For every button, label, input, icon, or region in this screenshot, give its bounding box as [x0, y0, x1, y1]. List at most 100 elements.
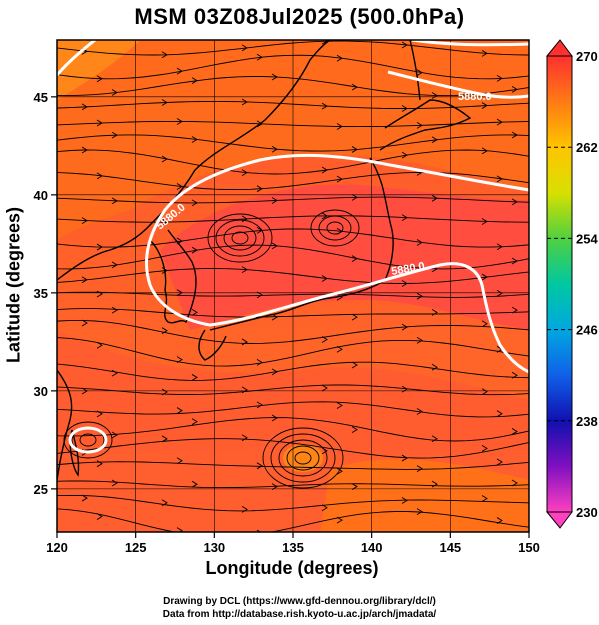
- streamline-arrow: [416, 69, 423, 77]
- contour-label: 5880.0: [390, 260, 425, 278]
- streamline-arrow: [416, 465, 423, 473]
- streamline-arrow: [336, 402, 343, 409]
- streamline-arrow: [416, 121, 423, 129]
- streamline-arrow: [271, 145, 278, 153]
- streamline-arrow: [191, 480, 198, 488]
- streamline: [57, 319, 529, 344]
- streamline-arrow: [176, 527, 183, 532]
- streamline-arrow: [351, 83, 358, 91]
- eddy-streamline: [318, 215, 352, 241]
- streamline-arrow: [111, 369, 118, 377]
- streamline-arrow: [321, 336, 328, 343]
- streamline-arrow: [111, 431, 118, 439]
- streamline-arrow: [256, 291, 263, 299]
- contour-label: 5880.0: [458, 91, 492, 103]
- streamline-arrow: [241, 434, 248, 442]
- streamline-arrow: [161, 99, 168, 106]
- contour-5880-nw-corner: [57, 40, 96, 76]
- streamline-arrow: [81, 387, 88, 395]
- streamline-arrow: [431, 92, 438, 99]
- streamline-arrow: [96, 341, 103, 349]
- streamline-arrow: [401, 497, 408, 504]
- y-tick-label: 35: [34, 286, 48, 301]
- streamline-arrow: [96, 513, 103, 520]
- streamline-arrow: [336, 293, 343, 301]
- streamline-arrow: [321, 504, 328, 512]
- streamline-arrow: [161, 388, 168, 396]
- eddy-streamline: [223, 225, 257, 251]
- streamline-arrow: [511, 257, 518, 265]
- streamline-arrow: [351, 483, 358, 490]
- streamline-arrow: [241, 98, 248, 106]
- streamline-arrow: [336, 54, 343, 62]
- streamline-arrow: [401, 105, 408, 112]
- streamline-arrow: [351, 255, 358, 262]
- streamline-arrow: [161, 218, 168, 226]
- streamline-arrow: [111, 89, 118, 96]
- colorbar-top-arrow: [545, 39, 573, 57]
- streamline-arrow: [481, 147, 488, 155]
- streamline-arrow: [271, 368, 278, 376]
- streamline-arrow: [191, 374, 198, 381]
- streamline-arrow: [176, 457, 183, 465]
- streamline-arrow: [271, 313, 278, 321]
- streamline-arrow: [496, 517, 503, 524]
- coastline-china: [57, 369, 73, 481]
- contour-5880-low: [68, 426, 108, 454]
- streamline-arrow: [401, 151, 408, 159]
- streamline-arrow: [511, 198, 518, 206]
- streamline-arrow: [431, 363, 438, 371]
- streamline: [57, 401, 529, 418]
- streamline-arrow: [401, 454, 408, 462]
- streamline-arrow: [351, 146, 358, 153]
- eddy-streamline: [326, 221, 344, 235]
- streamline-arrow: [511, 479, 518, 487]
- eddy-streamline: [215, 219, 265, 257]
- streamline-arrow: [416, 292, 423, 300]
- streamline-arrow: [191, 199, 198, 207]
- streamline-arrow: [96, 243, 103, 251]
- streamline-arrow: [336, 123, 343, 130]
- streamline-arrow: [241, 338, 248, 346]
- streamline-arrow: [401, 214, 408, 222]
- streamline: [57, 384, 529, 396]
- streamline-arrow: [481, 102, 488, 109]
- x-tick-label: 130: [203, 540, 225, 555]
- credit-dcl: Drawing by DCL (https://www.gfd-dennou.o…: [163, 596, 436, 607]
- eddy-streamline: [294, 451, 312, 465]
- coastline-continent: [57, 40, 331, 281]
- streamline-arrow: [321, 102, 328, 110]
- contour-5880-north: [411, 40, 529, 47]
- streamline-arrow: [191, 77, 198, 85]
- streamline-arrow: [496, 243, 503, 251]
- streamline-arrow: [321, 275, 328, 282]
- streamline-arrow: [496, 175, 503, 183]
- streamline-arrow: [176, 407, 183, 414]
- coastline-taiwan: [69, 429, 80, 477]
- streamline-arrow: [336, 175, 343, 183]
- colorbar-tick-label: 262: [576, 140, 598, 155]
- streamline-arrow: [481, 388, 488, 396]
- streamline-arrow: [256, 462, 263, 470]
- streamline-arrow: [191, 308, 198, 316]
- streamline-arrow: [96, 119, 103, 127]
- streamline-arrow: [401, 385, 408, 393]
- streamline: [57, 337, 529, 367]
- field-patch-core: [160, 184, 529, 330]
- streamline-arrow: [511, 131, 518, 139]
- streamlines: [57, 40, 529, 532]
- streamline-arrow: [241, 386, 248, 394]
- streamline-arrow: [481, 320, 488, 328]
- streamline-arrow: [271, 73, 278, 81]
- streamline-arrow: [161, 435, 168, 443]
- streamline-arrow: [161, 499, 168, 507]
- streamline-arrow: [191, 418, 198, 426]
- streamline: [57, 244, 529, 270]
- colorbar-tick-label: 270: [576, 49, 598, 64]
- streamline: [57, 508, 529, 532]
- streamline-arrow: [241, 266, 248, 274]
- eddy-streamline: [207, 213, 273, 263]
- streamline: [57, 149, 529, 175]
- streamline-arrow: [321, 166, 328, 174]
- streamline-arrow: [351, 426, 358, 434]
